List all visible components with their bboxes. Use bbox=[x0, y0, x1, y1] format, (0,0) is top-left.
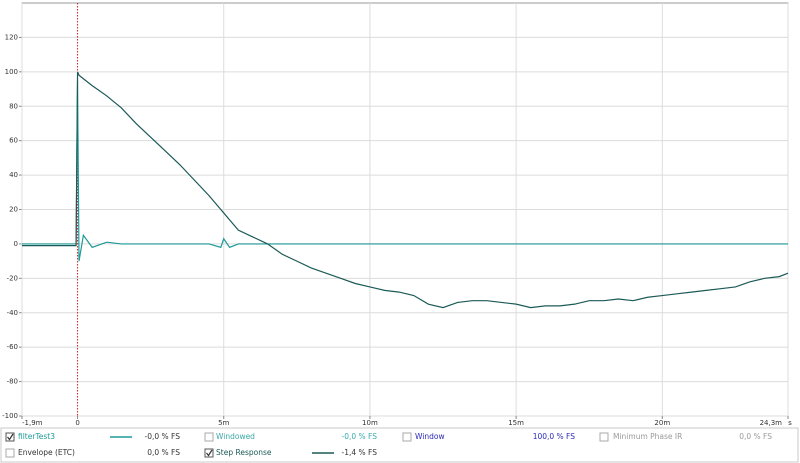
legend-label: filterTest3 bbox=[18, 432, 55, 441]
legend-label: Window bbox=[415, 432, 445, 441]
legend-readout: -0,0 % FS bbox=[342, 432, 378, 441]
checkbox[interactable] bbox=[204, 448, 214, 458]
x-tick-label: 5m bbox=[218, 419, 229, 427]
y-tick-label: -20 bbox=[7, 274, 18, 282]
y-tick-label: 40 bbox=[9, 171, 18, 179]
y-tick-label: 60 bbox=[9, 137, 18, 145]
x-tick-label: 24,3m bbox=[760, 419, 783, 427]
legend-label: Windowed bbox=[216, 432, 255, 441]
legend-readout: 0,0 % FS bbox=[739, 432, 772, 441]
y-tick-label: -100 bbox=[2, 412, 18, 420]
y-tick-label: 120 bbox=[5, 33, 18, 41]
x-tick-label: 15m bbox=[508, 419, 524, 427]
checkbox[interactable] bbox=[402, 432, 412, 442]
checkbox[interactable] bbox=[204, 432, 214, 442]
check-mark bbox=[7, 433, 14, 441]
checkbox[interactable] bbox=[599, 432, 609, 442]
y-tick-label: -80 bbox=[7, 378, 18, 386]
y-tick-label: 0 bbox=[14, 240, 18, 248]
legend-readout: 0,0 % FS bbox=[147, 448, 180, 457]
y-tick-label: 100 bbox=[5, 68, 18, 76]
y-tick-label: 20 bbox=[9, 206, 18, 214]
legend-panel bbox=[0, 427, 799, 463]
y-tick-label: -60 bbox=[7, 343, 18, 351]
x-tick-label: 0 bbox=[75, 419, 79, 427]
x-tick-label: 20m bbox=[654, 419, 670, 427]
series-line bbox=[22, 71, 789, 309]
x-tick-label: 10m bbox=[362, 419, 378, 427]
x-unit: s bbox=[788, 419, 792, 427]
checkbox[interactable] bbox=[5, 448, 15, 458]
legend-label: Envelope (ETC) bbox=[18, 448, 75, 457]
y-tick-label: 80 bbox=[9, 102, 18, 110]
legend-label: Step Response bbox=[216, 448, 272, 457]
check-mark bbox=[206, 449, 213, 457]
y-tick-label: -40 bbox=[7, 309, 18, 317]
x-tick-label: -1,9m bbox=[22, 419, 43, 427]
legend-readout: -0,0 % FS bbox=[145, 432, 181, 441]
checkbox[interactable] bbox=[5, 432, 15, 442]
legend-readout: -1,4 % FS bbox=[342, 448, 378, 457]
series-line bbox=[22, 80, 788, 262]
legend-readout: 100,0 % FS bbox=[533, 432, 576, 441]
legend-label: Minimum Phase IR bbox=[613, 432, 682, 441]
